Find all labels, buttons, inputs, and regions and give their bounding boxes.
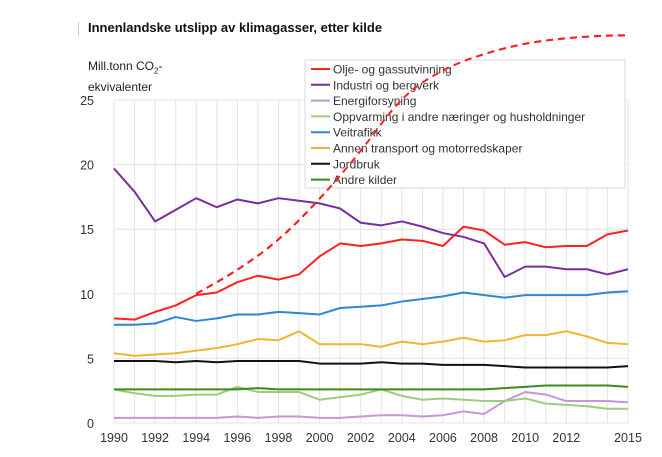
y-tick-label: 10 bbox=[80, 288, 94, 302]
y-axis-label-subscript: 2 bbox=[154, 66, 159, 76]
y-tick-label: 20 bbox=[80, 159, 94, 173]
x-tick-label: 1992 bbox=[141, 431, 169, 445]
title-divider bbox=[78, 22, 79, 36]
x-tick-label: 1990 bbox=[100, 431, 128, 445]
legend-label: Veitrafikk bbox=[333, 126, 383, 140]
series-line-annen-transport-og-motorredskaper bbox=[113, 330, 629, 357]
series-line-oppvarming-i-andre-næringer-og-husholdninger bbox=[113, 385, 628, 410]
projection-dashed-line-overlay bbox=[195, 34, 628, 295]
x-tick-label: 2010 bbox=[511, 431, 539, 445]
series-line-andre-kilder bbox=[114, 384, 629, 391]
x-tick-label: 1998 bbox=[265, 431, 293, 445]
chart-title: Innenlandske utslipp av klimagasser, ett… bbox=[88, 20, 383, 35]
y-axis-label: Mill.tonn CO2- ekvivalenter bbox=[88, 58, 162, 96]
x-tick-label: 2002 bbox=[347, 431, 375, 445]
legend-label: Oppvarming i andre næringer og husholdni… bbox=[333, 110, 585, 124]
legend-box bbox=[304, 59, 626, 189]
x-tick-label: 2004 bbox=[388, 431, 416, 445]
x-tick-label: 2015 bbox=[614, 431, 642, 445]
y-axis-label-line1: Mill.tonn CO bbox=[88, 59, 155, 73]
x-tick-label: 2006 bbox=[429, 431, 457, 445]
y-axis-label-suffix: - bbox=[158, 59, 163, 73]
legend-label: Andre kilder bbox=[333, 173, 397, 187]
x-tick-label: 2008 bbox=[470, 431, 498, 445]
x-tick-label: 1996 bbox=[223, 431, 251, 445]
y-tick-label: 5 bbox=[87, 352, 94, 366]
series-line-jordbruk bbox=[114, 359, 629, 369]
y-tick-label: 15 bbox=[80, 223, 94, 237]
legend-label: Jordbruk bbox=[333, 157, 381, 171]
series-line-energiforsyning bbox=[114, 390, 629, 419]
x-tick-label: 2000 bbox=[306, 431, 334, 445]
x-tick-label: 1994 bbox=[182, 431, 210, 445]
legend-label: Annen transport og motorredskaper bbox=[333, 142, 522, 156]
series-line-veitrafikk bbox=[114, 290, 629, 326]
y-tick-label: 0 bbox=[87, 417, 94, 431]
series-line-olje-og-gassutvinning bbox=[113, 225, 629, 321]
x-tick-label: 2012 bbox=[552, 431, 580, 445]
legend-label: Olje- og gassutvinning bbox=[333, 63, 452, 77]
y-tick-label: 25 bbox=[80, 94, 94, 108]
y-axis-label-line2: ekvivalenter bbox=[88, 80, 153, 95]
series-line-industri-og-bergverk bbox=[113, 167, 629, 279]
legend-label: Energiforsyning bbox=[333, 94, 416, 108]
